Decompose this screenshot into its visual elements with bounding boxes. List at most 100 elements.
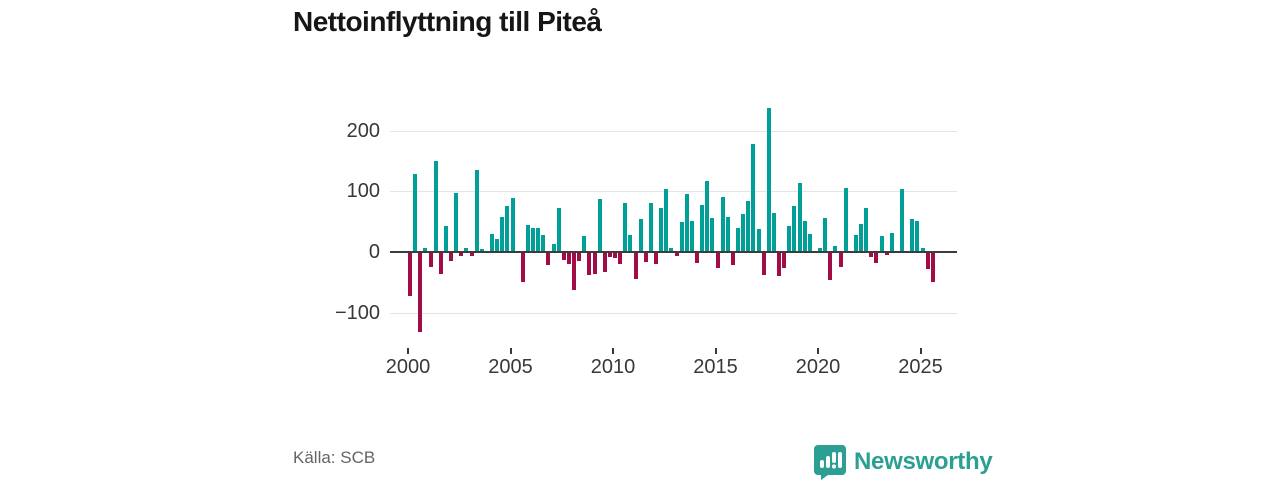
- bar-negative: [607, 252, 612, 258]
- bar-positive: [843, 187, 848, 252]
- bar-positive: [900, 188, 904, 252]
- x-axis-tick: [714, 348, 717, 354]
- bar-negative: [592, 252, 597, 275]
- bar-negative: [561, 252, 566, 260]
- bar-positive: [623, 202, 628, 252]
- bar-negative: [520, 252, 525, 282]
- bar-positive: [413, 174, 418, 252]
- bar-negative: [408, 252, 412, 296]
- bar-negative: [695, 252, 699, 263]
- bar-positive: [792, 206, 797, 252]
- brand-name: Newsworthy: [854, 448, 993, 475]
- bar-negative: [925, 252, 930, 269]
- bar-positive: [510, 197, 515, 252]
- x-axis-label: 2020: [795, 356, 841, 378]
- bar-positive: [582, 235, 587, 252]
- bar-positive: [664, 188, 669, 252]
- bar-positive: [638, 218, 643, 252]
- bar-positive: [628, 234, 633, 252]
- x-axis-label: 2025: [898, 356, 943, 378]
- bar-positive: [495, 239, 500, 252]
- y-gridline: [390, 312, 957, 314]
- bar-positive: [771, 212, 776, 252]
- y-axis-label: 200: [346, 119, 380, 142]
- x-axis-label: 2010: [590, 356, 636, 378]
- bar-negative: [577, 252, 582, 262]
- bar-negative: [874, 252, 879, 263]
- bar-positive: [648, 203, 653, 252]
- bar-positive: [725, 216, 730, 252]
- bar-negative: [643, 252, 648, 262]
- bar-positive: [684, 194, 689, 252]
- bar-positive: [864, 207, 869, 252]
- bar-negative: [869, 252, 874, 258]
- bar-positive: [525, 225, 530, 252]
- x-axis-tick: [612, 348, 614, 354]
- bar-positive: [751, 144, 756, 252]
- bar-negative: [633, 252, 638, 280]
- bar-negative: [459, 252, 464, 257]
- brand-lockup: Newsworthy: [813, 444, 993, 480]
- x-axis-tick: [817, 348, 819, 354]
- bar-negative: [777, 252, 781, 277]
- bar-negative: [546, 252, 551, 265]
- bar-positive: [797, 183, 802, 252]
- bar-positive: [556, 207, 561, 252]
- bar-positive: [920, 248, 925, 252]
- y-axis-label: 100: [346, 180, 380, 203]
- bar-negative: [469, 252, 474, 257]
- zero-axis-line: [390, 251, 957, 253]
- bar-positive: [597, 198, 602, 252]
- bar-positive: [823, 217, 828, 252]
- bar-negative: [587, 252, 592, 276]
- x-axis-tick: [509, 348, 512, 354]
- bar-negative: [884, 252, 889, 256]
- bar-positive: [454, 193, 459, 252]
- bar-positive: [915, 221, 920, 252]
- bar-positive: [479, 248, 484, 252]
- bar-positive: [853, 234, 858, 252]
- bar-positive: [756, 228, 761, 252]
- bar-negative: [418, 252, 423, 332]
- bar-positive: [541, 234, 546, 252]
- bar-negative: [782, 252, 787, 269]
- x-axis-label: 2015: [693, 356, 738, 378]
- y-axis-label: −100: [334, 301, 380, 324]
- bar-negative: [761, 252, 766, 276]
- bar-positive: [505, 205, 510, 252]
- bar-positive: [679, 221, 684, 252]
- bar-positive: [700, 204, 705, 252]
- bar-positive: [423, 247, 428, 252]
- bar-negative: [654, 252, 658, 265]
- bar-positive: [474, 169, 479, 252]
- bar-negative: [428, 252, 433, 268]
- newsworthy-logo-icon: [813, 444, 847, 480]
- bar-positive: [720, 196, 725, 252]
- bar-negative: [572, 252, 576, 290]
- bar-positive: [787, 226, 792, 252]
- bar-positive: [818, 248, 822, 252]
- bar-positive: [710, 217, 715, 252]
- bar-positive: [500, 216, 505, 252]
- bar-negative: [438, 252, 443, 275]
- source-text: Källa: SCB: [293, 448, 376, 467]
- bar-negative: [566, 252, 571, 264]
- x-axis-tick: [919, 348, 922, 354]
- y-gridline: [390, 130, 957, 132]
- bar-positive: [659, 208, 664, 252]
- bar-positive: [531, 227, 535, 252]
- x-axis-tick: [407, 348, 409, 354]
- bar-positive: [741, 213, 746, 252]
- bar-positive: [766, 108, 771, 252]
- bar-negative: [613, 252, 617, 259]
- bar-positive: [889, 233, 894, 252]
- bar-positive: [443, 226, 448, 252]
- bar-positive: [802, 221, 807, 252]
- bar-negative: [930, 252, 935, 282]
- bar-positive: [910, 219, 915, 252]
- y-axis-label: 0: [368, 241, 380, 263]
- x-axis-label: 2005: [488, 356, 533, 378]
- bar-positive: [490, 234, 494, 252]
- bar-positive: [551, 244, 556, 252]
